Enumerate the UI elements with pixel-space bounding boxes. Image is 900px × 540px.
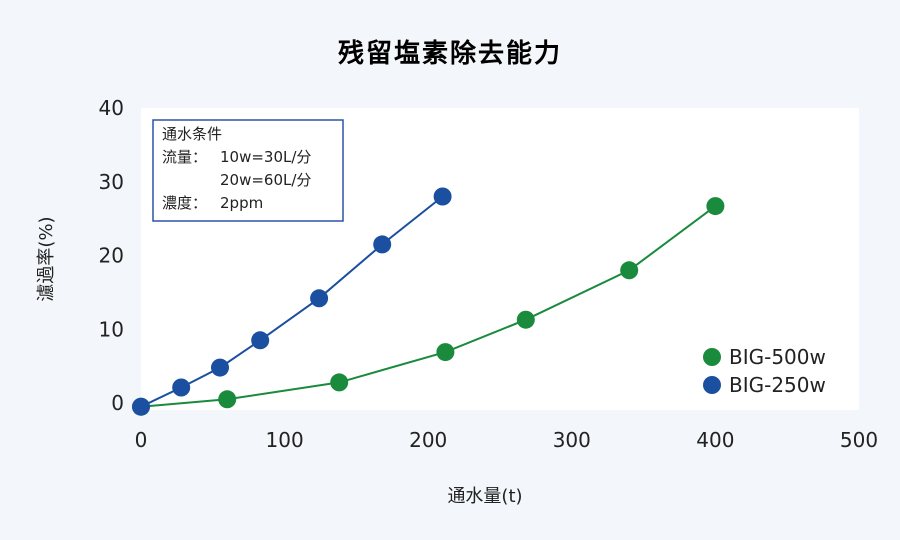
conditions-note: 通水条件 流量： 10w=30L/分 20w=60L/分 濃度： 2ppm <box>152 119 344 222</box>
data-point <box>373 235 392 254</box>
x-tick-label: 300 <box>553 428 591 452</box>
x-tick-label: 0 <box>135 428 148 452</box>
y-tick-label: 20 <box>99 244 124 268</box>
conditions-heading: 通水条件 <box>162 125 222 143</box>
x-tick-label: 200 <box>409 428 447 452</box>
x-axis-label: 通水量(t) <box>447 486 522 507</box>
data-point <box>433 187 452 206</box>
conditions-box <box>152 119 344 222</box>
data-point <box>330 373 349 392</box>
y-tick-label: 10 <box>99 317 124 341</box>
series-layer <box>132 187 725 416</box>
conditions-label-concentration: 濃度： <box>162 194 207 212</box>
data-point <box>436 343 455 362</box>
chart-title: 残留塩素除去能力 <box>338 38 562 69</box>
data-point <box>620 261 639 280</box>
data-point <box>706 197 725 216</box>
x-tick-label: 500 <box>840 428 878 452</box>
y-tick-label: 40 <box>99 96 124 120</box>
x-axis-ticks: 0 100 200 300 400 500 <box>135 428 878 452</box>
conditions-value-concentration: 2ppm <box>220 194 263 212</box>
data-point <box>310 289 329 308</box>
y-axis-ticks: 0 10 20 30 40 <box>99 96 124 415</box>
conditions-label-flow: 流量： <box>162 148 207 166</box>
data-point <box>172 378 191 397</box>
y-axis-label: 濾過率(%) <box>36 216 57 301</box>
data-point <box>251 331 270 350</box>
legend-marker <box>703 376 721 394</box>
legend-label: BIG-500w <box>729 345 826 369</box>
data-point <box>218 390 237 409</box>
data-point <box>516 310 535 329</box>
legend: BIG-500w BIG-250w <box>703 345 826 397</box>
data-point <box>132 397 150 416</box>
series-BIG-250w <box>132 187 452 416</box>
y-tick-label: 0 <box>111 391 124 415</box>
legend-label: BIG-250w <box>729 373 826 397</box>
conditions-value-flow-1: 10w=30L/分 <box>220 148 311 166</box>
conditions-value-flow-2: 20w=60L/分 <box>220 171 311 189</box>
x-tick-label: 400 <box>696 428 734 452</box>
data-point <box>211 358 229 377</box>
legend-marker <box>703 348 721 366</box>
y-tick-label: 30 <box>99 170 124 194</box>
x-tick-label: 100 <box>266 428 304 452</box>
